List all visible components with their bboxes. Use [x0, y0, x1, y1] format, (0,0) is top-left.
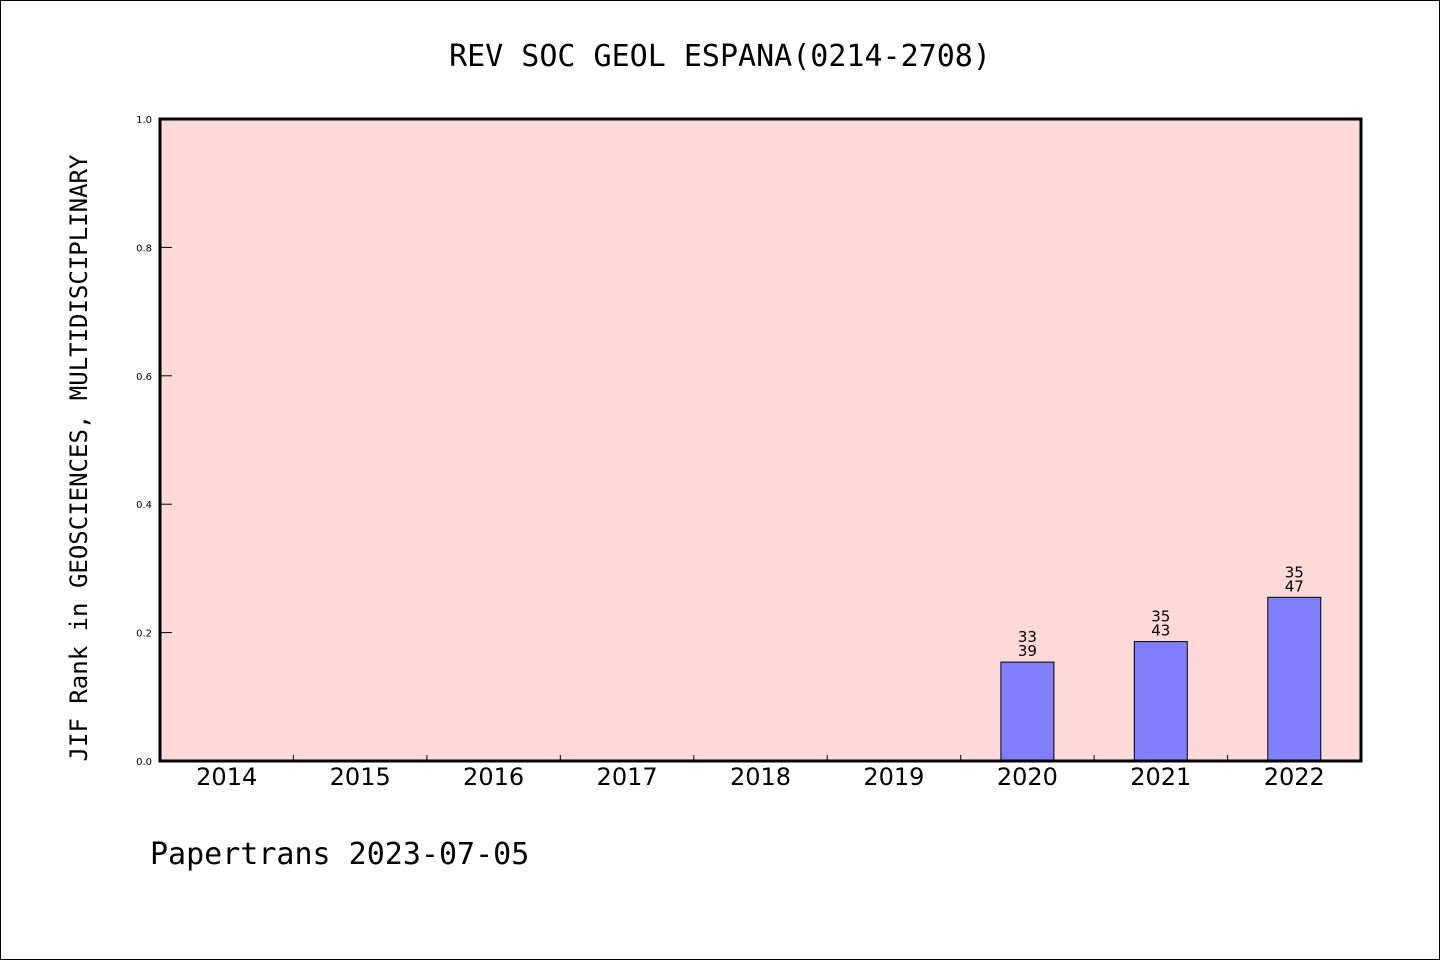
total-label-2020: 39 — [1018, 642, 1037, 660]
bar-2020 — [1000, 661, 1055, 762]
plot-border — [158, 117, 1363, 763]
x-tick-label-2017: 2017 — [597, 763, 658, 791]
bar-2021 — [1133, 641, 1188, 762]
y-tick-label: 0.4 — [136, 500, 152, 511]
bar-2022 — [1267, 596, 1322, 762]
bars-group — [1000, 596, 1322, 762]
x-tick-label-2016: 2016 — [463, 763, 524, 791]
x-tick-label-2022: 2022 — [1264, 763, 1325, 791]
chart-title: REV SOC GEOL ESPANA(0214-2708) — [449, 39, 991, 74]
y-tick-label: 0.2 — [136, 629, 152, 640]
x-tick-label-2015: 2015 — [330, 763, 391, 791]
rank-label-2020: 33 — [1018, 628, 1037, 646]
y-axis-label: JIF Rank in GEOSCIENCES, MULTIDISCIPLINA… — [65, 154, 93, 761]
x-axis: 2014 2015 2016 2017 2018 2019 2020 2021 2022 — [196, 755, 1325, 791]
y-tick-label: 1.0 — [136, 115, 152, 126]
rank-label-2021: 35 — [1151, 608, 1170, 626]
y-tick-label: 0.8 — [136, 243, 152, 254]
x-tick-label-2020: 2020 — [997, 763, 1058, 791]
x-tick-label-2014: 2014 — [196, 763, 257, 791]
x-tick-label-2018: 2018 — [730, 763, 791, 791]
y-tick-label: 0.0 — [136, 757, 152, 768]
total-label-2022: 47 — [1285, 577, 1304, 595]
x-tick-label-2021: 2021 — [1130, 763, 1191, 791]
footer-text: Papertrans 2023-07-05 — [150, 837, 529, 872]
x-tick-label-2019: 2019 — [863, 763, 924, 791]
total-label-2021: 43 — [1151, 622, 1170, 640]
rank-label-2022: 35 — [1285, 563, 1304, 581]
y-tick-label: 0.6 — [136, 372, 152, 383]
